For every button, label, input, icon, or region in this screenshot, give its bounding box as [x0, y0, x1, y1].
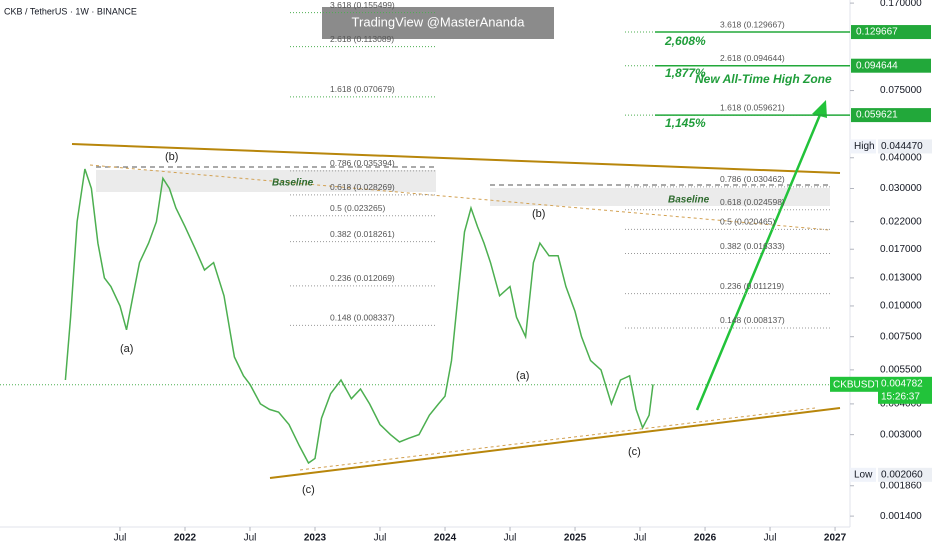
last-name-badge: [830, 376, 878, 392]
fib-label: 0.786 (0.035394): [330, 158, 395, 168]
marker-name: Low: [854, 469, 873, 480]
trendline: [269, 407, 841, 479]
last-name: CKBUSDT: [833, 379, 881, 390]
wave-label: (c): [302, 484, 315, 496]
x-tick-label: 2022: [174, 533, 197, 544]
fib-label: 0.5 (0.020465): [720, 217, 775, 227]
y-tick-label: 0.007500: [880, 331, 922, 342]
x-tick-label: Jul: [374, 533, 387, 544]
watermark-box: [322, 7, 554, 39]
fib-label: 1.618 (0.070679): [330, 84, 395, 94]
y-tick-label: 0.005500: [880, 364, 922, 375]
zone-label: New All-Time High Zone: [695, 72, 832, 86]
wave-label: (a): [516, 370, 529, 382]
fib-label: 0.618 (0.028269): [330, 182, 395, 192]
fib-label: 1.618 (0.059621): [720, 102, 785, 112]
y-tick-label: 0.001400: [880, 511, 922, 522]
trendline: [299, 407, 816, 471]
arrow: [695, 109, 824, 411]
price-badge: [851, 58, 931, 73]
wave-label: (a): [120, 343, 133, 355]
fib-label: 0.382 (0.018261): [330, 229, 395, 239]
baseline-label: Baseline: [272, 178, 314, 189]
fib-label: 2.618 (0.113089): [330, 34, 394, 44]
x-tick-label: Jul: [634, 533, 647, 544]
fib-label: 0.236 (0.012069): [330, 273, 395, 283]
y-tick-label: 0.001860: [880, 480, 922, 491]
arrow-head: [812, 100, 827, 118]
trendline: [71, 143, 841, 174]
marker-value: 0.044470: [881, 141, 923, 152]
watermark: TradingView @MasterAnanda: [352, 14, 526, 29]
last-price: 0.004782: [881, 378, 923, 389]
percent-label: 1,877%: [665, 66, 706, 80]
fib-label: 3.618 (0.129667): [720, 19, 785, 29]
fib-label: 2.618 (0.094644): [720, 53, 785, 63]
x-tick-label: Jul: [114, 533, 127, 544]
baseline-label: Baseline: [668, 195, 710, 206]
x-tick-label: Jul: [244, 533, 257, 544]
y-tick-label: 0.017000: [880, 244, 922, 255]
y-tick-label: 0.040000: [880, 152, 922, 163]
fib-label: 0.148 (0.008137): [720, 315, 785, 325]
marker-badge: [850, 139, 876, 154]
fib-label: 0.382 (0.016333): [720, 241, 785, 251]
y-tick-label: 0.004000: [880, 399, 922, 410]
x-tick-label: 2026: [694, 533, 717, 544]
price-line: [64, 168, 654, 465]
price-badge-label: 0.059621: [856, 110, 898, 121]
marker-name: High: [854, 141, 875, 152]
price-badge: [851, 25, 931, 40]
price-badge: [851, 108, 931, 123]
marker-value-badge: [878, 467, 932, 482]
fib-label: 3.618 (0.155499): [330, 0, 395, 10]
wave-label: (b): [165, 151, 178, 163]
x-tick-label: Jul: [764, 533, 777, 544]
wave-label: (b): [532, 208, 545, 220]
x-tick-label: 2023: [304, 533, 327, 544]
marker-value-badge: [878, 139, 932, 154]
trendline: [89, 164, 831, 231]
chart-title: CKB / TetherUS · 1W · BINANCE: [4, 6, 137, 16]
baseline-zone: [490, 188, 830, 206]
x-tick-label: 2027: [824, 533, 847, 544]
fib-label: 0.5 (0.023265): [330, 203, 385, 213]
fib-label: 0.786 (0.030462): [720, 174, 785, 184]
wave-label: (c): [628, 446, 641, 458]
price-badge-label: 0.094644: [856, 60, 898, 71]
price-badge-label: 0.129667: [856, 27, 898, 38]
fib-label: 0.236 (0.011219): [720, 281, 784, 291]
x-tick-label: 2025: [564, 533, 587, 544]
y-tick-label: 0.003000: [880, 429, 922, 440]
y-tick-label: 0.075000: [880, 85, 922, 96]
percent-label: 1,145%: [665, 116, 706, 130]
y-tick-label: 0.170000: [880, 0, 922, 9]
x-tick-label: Jul: [504, 533, 517, 544]
marker-badge: [850, 467, 876, 482]
y-tick-label: 0.010000: [880, 301, 922, 312]
x-tick-label: 2024: [434, 533, 457, 544]
y-tick-label: 0.013000: [880, 273, 922, 284]
percent-label: 2,608%: [664, 34, 706, 48]
marker-value: 0.002060: [881, 469, 923, 480]
y-tick-label: 0.022000: [880, 216, 922, 227]
y-tick-label: 0.030000: [880, 183, 922, 194]
fib-label: 0.148 (0.008337): [330, 313, 395, 323]
countdown: 15:26:37: [881, 391, 920, 402]
baseline-zone: [96, 170, 436, 192]
last-price-badge: [878, 376, 932, 404]
fib-label: 0.618 (0.024598): [720, 197, 785, 207]
